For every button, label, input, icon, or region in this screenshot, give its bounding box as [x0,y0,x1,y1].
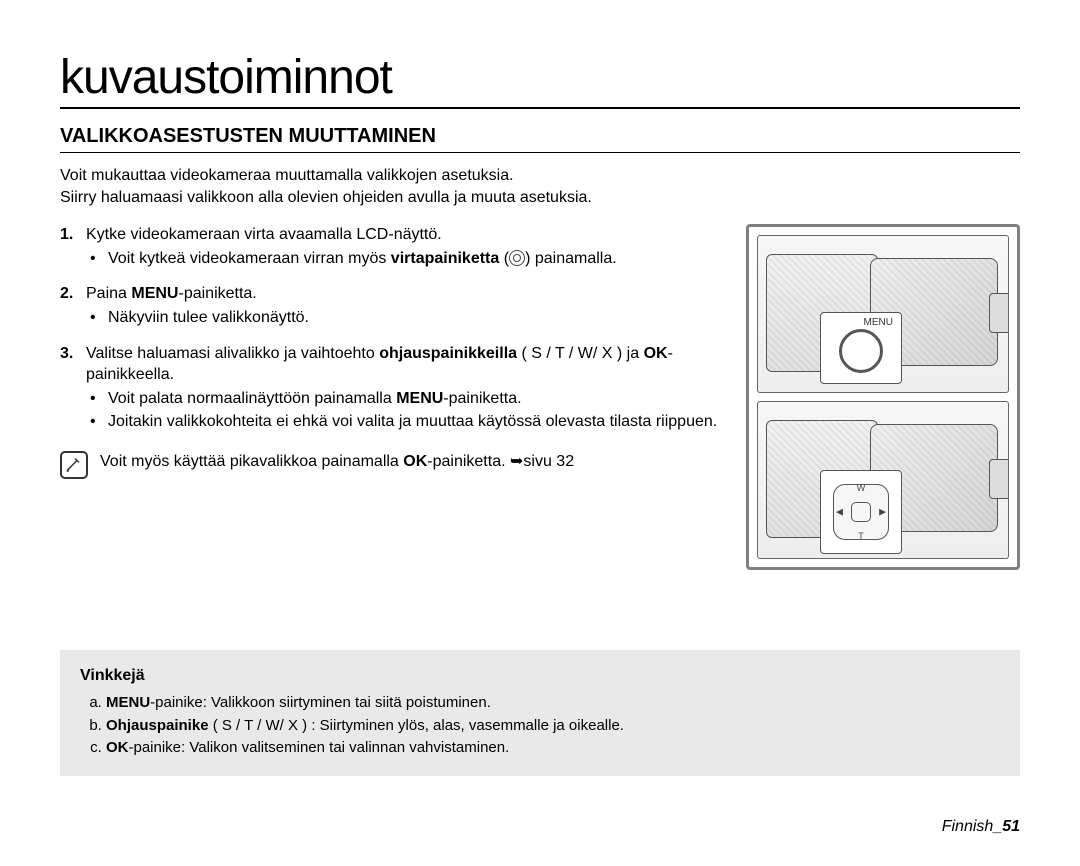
bold-text: OK [403,453,427,470]
note-text: Voit myös käyttää pikavalikkoa painamall… [100,451,574,473]
footer-sep: _ [993,818,1002,835]
footer-page-number: 51 [1002,818,1020,835]
step-number: 3. [60,343,73,365]
bold-text: virtapainiketta [391,250,499,267]
power-icon [509,250,525,266]
text-column: 1. Kytke videokameraan virta avaamalla L… [60,224,726,479]
text: -painiketta. [443,390,521,407]
text: -painike: Valikon valitseminen tai valin… [129,739,510,756]
menu-ring-icon [839,329,883,373]
bold-text: OK [106,739,129,756]
page-ref: sivu 32 [523,453,574,470]
dpad-callout: W T ◀ ▶ [820,470,902,554]
footer-lang: Finnish [942,818,994,835]
text: ( [499,250,509,267]
step-item: 3. Valitse haluamasi alivalikko ja vaiht… [86,343,726,433]
manual-page: kuvaustoiminnot VALIKKOASESTUSTEN MUUTTA… [0,0,1080,866]
text: ( S / T / W/ X ) : Siirtyminen ylös, ala… [209,717,624,734]
tip-item: MENU-painike: Valikkoon siirtyminen tai … [106,692,1000,715]
step-sub: Voit palata normaalinäyttöön painamalla … [108,388,726,410]
bold-text: Ohjauspainike [106,717,209,734]
bold-text: MENU [131,285,178,302]
text: -painike: Valikkoon siirtyminen tai siit… [150,694,491,711]
dpad-down-label: T [858,531,864,541]
step-sub: Voit kytkeä videokameraan virran myös vi… [108,248,726,270]
step-item: 1. Kytke videokameraan virta avaamalla L… [86,224,726,269]
tip-item: OK-painike: Valikon valitseminen tai val… [106,737,1000,760]
text: Voit palata normaalinäyttöön painamalla [108,390,396,407]
note-row: Voit myös käyttää pikavalikkoa painamall… [60,451,726,479]
tips-title: Vinkkejä [80,664,1000,688]
bold-text: MENU [106,694,150,711]
illustration-column: MENU W T ◀ ▶ [746,224,1020,570]
tips-box: Vinkkejä MENU-painike: Valikkoon siirtym… [60,650,1020,776]
step-text: Valitse haluamasi alivalikko ja vaihtoeh… [86,345,673,384]
text: Voit myös käyttää pikavalikkoa painamall… [100,453,403,470]
text: Voit kytkeä videokameraan virran myös [108,250,391,267]
bold-text: ohjauspainikkeilla [379,345,517,362]
intro-text: Voit mukauttaa videokameraa muuttamalla … [60,165,1020,208]
arrow-icon: ➥ [510,453,523,470]
tip-item: Ohjauspainike ( S / T / W/ X ) : Siirtym… [106,715,1000,738]
text: ) painamalla. [525,250,617,267]
bold-text: MENU [396,390,443,407]
text: Valitse haluamasi alivalikko ja vaihtoeh… [86,345,379,362]
step-item: 2. Paina MENU-painiketta. Näkyviin tulee… [86,283,726,328]
camcorder-menu-illustration: MENU [757,235,1009,393]
step-number: 1. [60,224,73,246]
menu-label: MENU [864,317,893,328]
step-number: 2. [60,283,73,305]
dpad-left-label: ◀ [836,507,843,518]
step-text: Paina MENU-painiketta. [86,285,257,302]
step-sub: Näkyviin tulee valikkonäyttö. [108,307,726,329]
page-footer: Finnish_51 [942,818,1020,836]
bold-text: OK [644,345,668,362]
intro-line: Siirry haluamaasi valikkoon alla olevien… [60,187,1020,209]
section-title: VALIKKOASESTUSTEN MUUTTAMINEN [60,125,1020,153]
step-sub: Joitakin valikkokohteita ei ehkä voi val… [108,411,726,433]
text: ( S / T / W/ X ) ja [517,345,644,362]
dpad-icon: W T ◀ ▶ [833,484,889,540]
dpad-up-label: W [857,483,866,493]
menu-button-callout: MENU [820,312,902,384]
dpad-right-label: ▶ [879,507,886,518]
illustration-frame: MENU W T ◀ ▶ [746,224,1020,570]
content-row: 1. Kytke videokameraan virta avaamalla L… [60,224,1020,570]
page-title: kuvaustoiminnot [60,50,1020,109]
text: -painiketta. [427,453,510,470]
intro-line: Voit mukauttaa videokameraa muuttamalla … [60,165,1020,187]
step-text: Kytke videokameraan virta avaamalla LCD-… [86,226,442,243]
note-icon [60,451,88,479]
camcorder-dpad-illustration: W T ◀ ▶ [757,401,1009,559]
text: Paina [86,285,131,302]
tips-list: MENU-painike: Valikkoon siirtyminen tai … [80,692,1000,760]
text: -painiketta. [178,285,256,302]
steps-list: 1. Kytke videokameraan virta avaamalla L… [60,224,726,433]
